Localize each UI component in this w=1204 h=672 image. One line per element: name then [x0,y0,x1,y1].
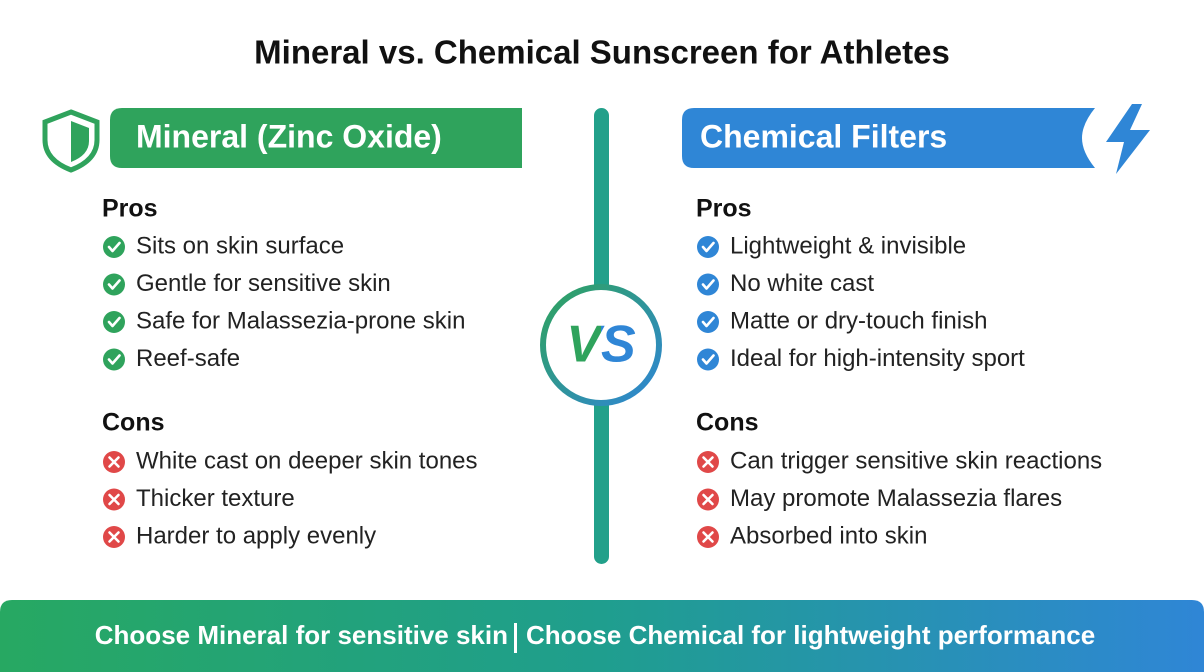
footer-right: Choose Chemical for lightweight performa… [526,620,1095,650]
banner-left [110,108,522,168]
check-mark [701,354,715,365]
check-mark [107,279,121,290]
check-icon [103,273,125,296]
banner-right [682,108,1095,168]
check-mark [701,316,715,328]
section-title: Cons [696,409,759,437]
check-icon [103,348,125,371]
panel-heading: Chemical Filters [700,118,947,154]
pro-item: Ideal for high-intensity sport [730,345,1025,372]
con-item: Can trigger sensitive skin reactions [730,447,1102,474]
section-title: Pros [102,195,158,223]
con-item: May promote Malassezia flares [730,485,1062,512]
pro-item: Matte or dry-touch finish [730,307,987,334]
check-mark [107,241,121,253]
vs-badge [540,284,662,406]
con-item: White cast on deeper skin tones [136,447,478,474]
pro-item: Sits on skin surface [136,232,344,259]
check-icon [697,311,719,333]
cross-mark [108,531,120,543]
cross-mark [108,456,120,468]
footer-left: Choose Mineral for sensitive skin [95,620,508,650]
con-item: Thicker texture [136,485,295,512]
title: Mineral vs. Chemical Sunscreen for Athle… [254,34,950,71]
check-icon [697,348,719,371]
pro-item: No white cast [730,270,874,297]
check-mark [107,354,121,365]
check-mark [701,279,715,290]
shield-icon [42,109,100,173]
pro-item: Safe for Malassezia-prone skin [136,307,465,334]
section-title: Pros [696,195,752,223]
pro-item: Lightweight & invisible [730,232,966,259]
check-icon [103,236,125,258]
bolt-icon [1106,104,1150,174]
cross-mark [108,493,120,506]
panel-heading: Mineral (Zinc Oxide) [136,118,442,154]
cross-mark [702,456,714,468]
check-icon [697,236,719,258]
vs-text: VS [566,316,636,374]
check-icon [697,273,719,296]
footer-divider [514,623,517,653]
pro-item: Reef-safe [136,345,240,372]
cross-mark [702,493,714,506]
check-icon [103,311,125,333]
con-item: Harder to apply evenly [136,522,376,549]
footer-bar [0,600,1204,672]
check-mark [701,241,715,253]
con-item: Absorbed into skin [730,522,927,549]
section-title: Cons [102,409,165,437]
pro-item: Gentle for sensitive skin [136,270,391,297]
check-mark [107,316,121,328]
cross-mark [702,531,714,543]
shield-fill [71,121,89,162]
